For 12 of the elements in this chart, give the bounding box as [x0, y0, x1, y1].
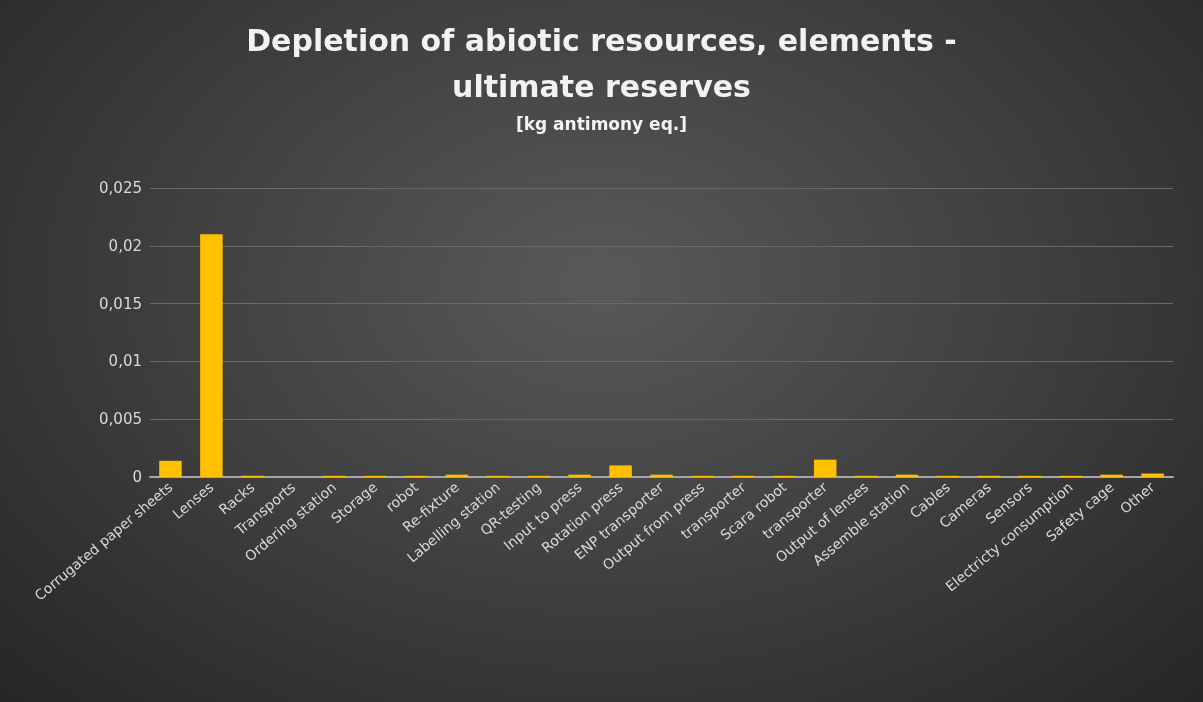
bar [609, 465, 632, 477]
y-tick-label: 0 [132, 468, 142, 486]
y-tick-label: 0,02 [108, 236, 142, 255]
chart-subtitle: [kg antimony eq.] [515, 113, 688, 134]
bar [200, 234, 223, 477]
chart-title: Depletion of abiotic resources, elements - ultimate reserves [246, 22, 957, 104]
y-tick-label: 0,025 [99, 179, 142, 197]
y-tick-label: 0,005 [99, 410, 142, 429]
y-tick-label: 0,01 [108, 352, 142, 371]
y-tick-label: 0,015 [99, 294, 142, 313]
bar [813, 459, 837, 477]
bar [159, 460, 182, 477]
